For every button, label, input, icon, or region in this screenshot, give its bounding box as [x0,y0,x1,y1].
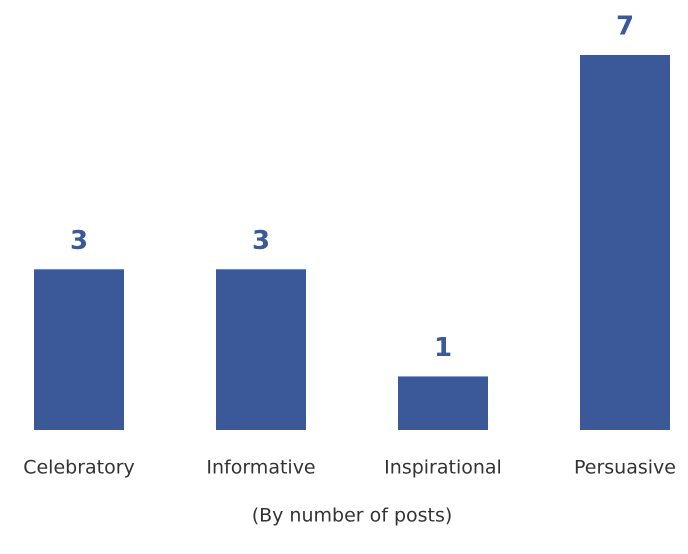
value-label: 3 [252,226,270,256]
x-axis-label: (By number of posts) [252,505,453,527]
bar [34,269,124,430]
value-label: 3 [70,226,88,256]
x-tick-label: Informative [206,457,315,479]
value-label: 7 [616,12,634,42]
x-tick-label: Inspirational [384,457,502,479]
x-tick-label: Celebratory [23,457,135,479]
bar [398,376,488,430]
x-tick-label: Persuasive [574,457,676,479]
value-label: 1 [434,333,452,363]
bar [580,55,670,430]
bar [216,269,306,430]
